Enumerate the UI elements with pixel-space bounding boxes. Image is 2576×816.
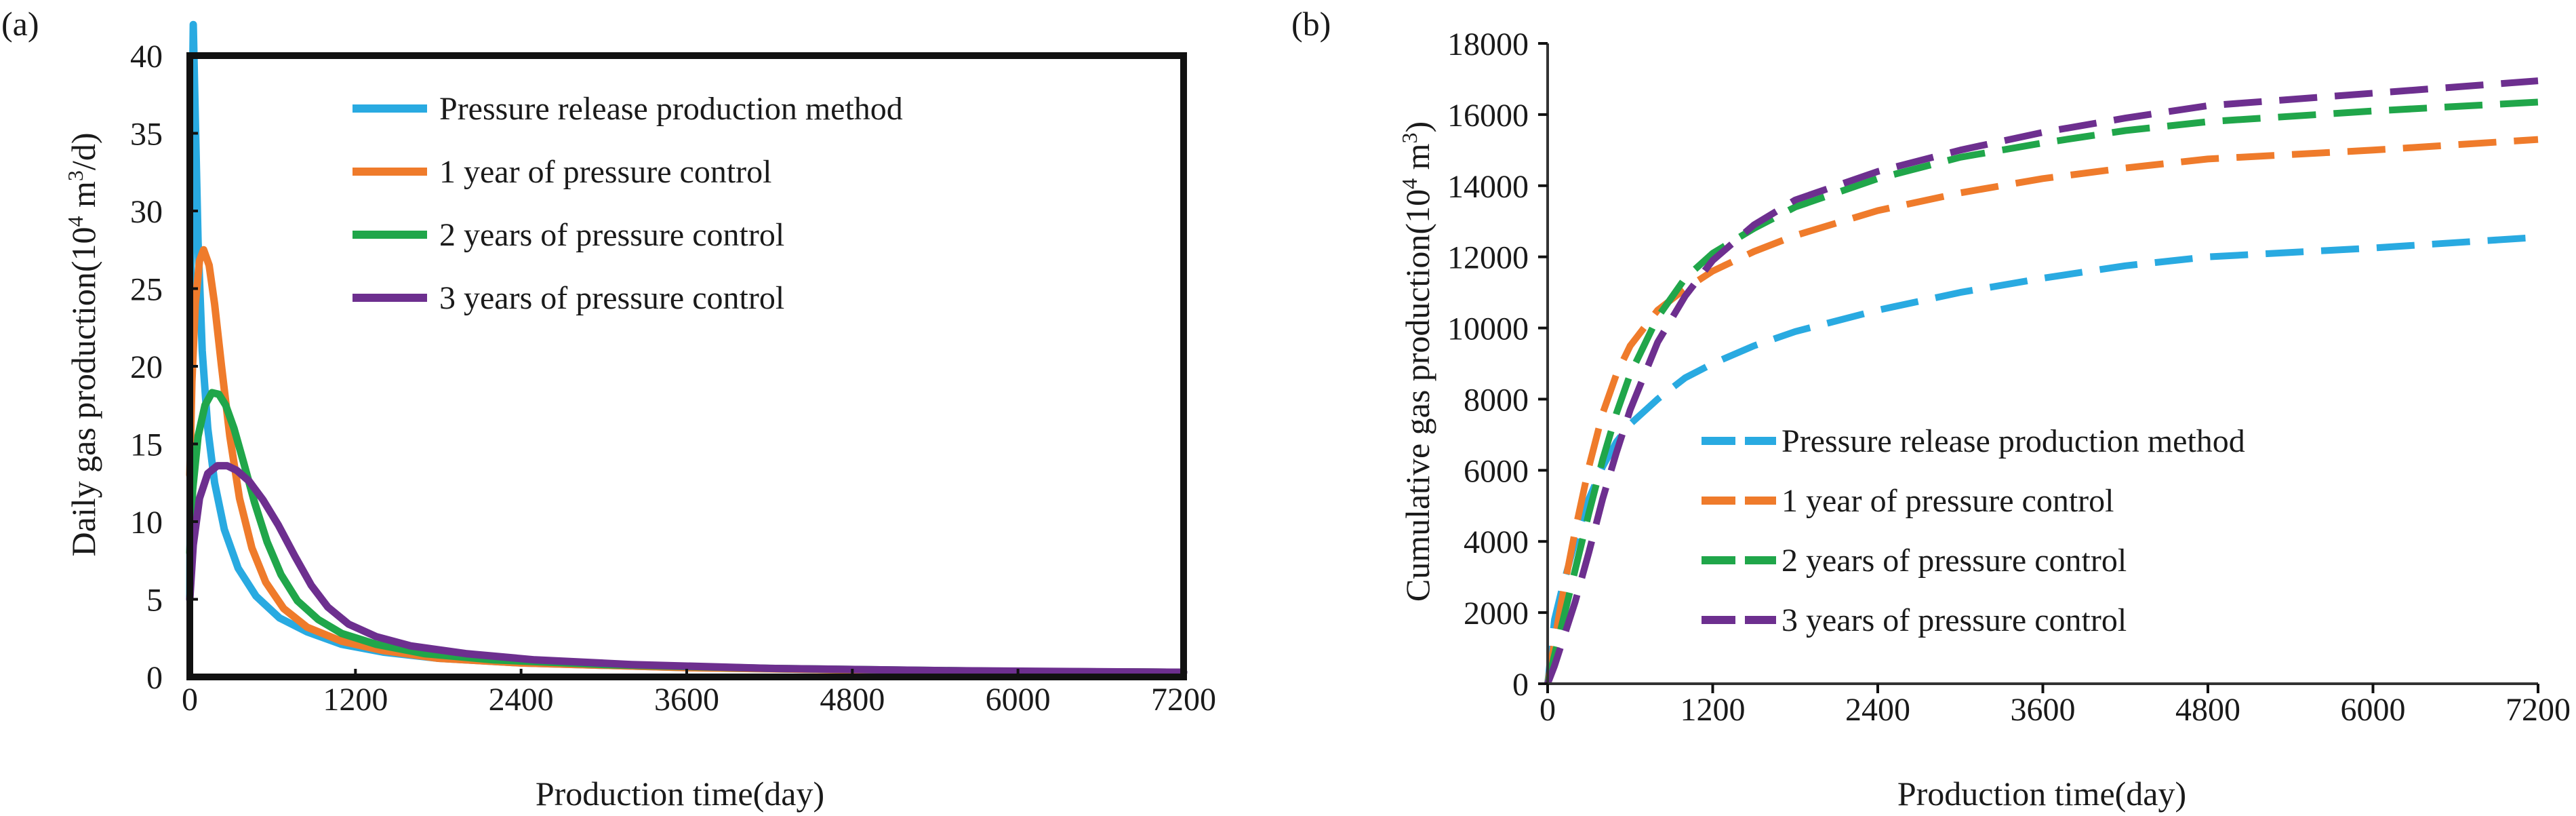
panel-b-y-tick-label-10000: 10000: [1447, 311, 1529, 347]
panel-b-legend-label-2: 1 year of pressure control: [1782, 483, 2114, 519]
panel-b-x-axis-title: Production time(day): [1897, 775, 2186, 813]
panel-b-series-line-4: [1544, 77, 2539, 685]
panel-a-series: [186, 20, 1188, 676]
panel-b-x-tick-label-0: 0: [1539, 692, 1556, 728]
panel-a-x-tick-label-4800: 4800: [820, 682, 885, 718]
panel-a-y-tick-label-5: 5: [146, 583, 163, 619]
panel-b-y-tick-label-2000: 2000: [1464, 596, 1529, 632]
panel-b-legend: Pressure release production method 1 year…: [1702, 423, 2245, 638]
panel-a-legend-label-4: 3 years of pressure control: [439, 280, 784, 316]
panel-b-y-tick-label-0: 0: [1512, 667, 1529, 703]
panel-a-y-tick-label-10: 10: [130, 505, 163, 541]
panel-b-x-tick-label-7200: 7200: [2505, 692, 2571, 728]
panel-a-series-line-3: [186, 389, 1188, 676]
panel-a-x-tick-label-1200: 1200: [323, 682, 388, 718]
panel-a-legend-label-2: 1 year of pressure control: [439, 154, 771, 190]
panel-b-y-tick-label-4000: 4000: [1464, 524, 1529, 560]
panel-a-x-tick-label-3600: 3600: [654, 682, 719, 718]
panel-a-x-tick-label-6000: 6000: [986, 682, 1051, 718]
panel-a-y-tick-label-20: 20: [130, 349, 163, 385]
panel-b-y-tick-label-6000: 6000: [1464, 453, 1529, 489]
panel-b-series-line-2: [1544, 136, 2539, 684]
panel-a-series-line-4: [186, 462, 1188, 676]
panel-a-legend-label-3: 2 years of pressure control: [439, 217, 784, 253]
panel-a-ticks: 0 1200 2400 3600 4800 6000 7200 0 5 10 15 20 25 30 35 4…: [130, 39, 1216, 718]
panel-a-y-tick-label-15: 15: [130, 427, 163, 463]
panel-b-legend-label-4: 3 years of pressure control: [1782, 602, 2127, 638]
panel-a-y-tick-label-30: 30: [130, 194, 163, 230]
panel-b-x-tick-label-4800: 4800: [2175, 692, 2240, 728]
panel-b-legend-label-3: 2 years of pressure control: [1782, 543, 2127, 579]
panel-a-y-axis-title: Daily gas production(104 m3/d): [63, 133, 102, 557]
panel-b-x-tick-label-3600: 3600: [2011, 692, 2076, 728]
chart-panel-a: (a) Daily gas production(104 m3/d) Produ…: [1, 5, 1216, 813]
panel-a-label: (a): [1, 5, 39, 43]
panel-a-x-tick-label-2400: 2400: [489, 682, 554, 718]
panel-b-ticks: 0 1200 2400 3600 4800 6000 7200 0 2000 4000 6000 80…: [1447, 26, 2571, 728]
panel-a-y-tick-label-0: 0: [146, 660, 163, 696]
panel-b-legend-label-1: Pressure release production method: [1782, 423, 2245, 459]
panel-b-y-axis-title: Cumulative gas production(104 m3): [1397, 121, 1436, 602]
panel-a-y-tick-label-40: 40: [130, 39, 163, 75]
panel-a-plot-frame: [186, 52, 1187, 680]
panel-b-x-tick-label-2400: 2400: [1845, 692, 1910, 728]
panel-b-x-tick-label-1200: 1200: [1681, 692, 1746, 728]
panel-a-y-tick-label-25: 25: [130, 272, 163, 308]
panel-a-x-axis-title: Production time(day): [536, 775, 824, 813]
panel-b-y-tick-label-18000: 18000: [1447, 26, 1529, 62]
panel-b-label: (b): [1291, 5, 1331, 43]
panel-b-series-line-1: [1544, 233, 2539, 684]
panel-a-x-tick-label-7200: 7200: [1151, 682, 1216, 718]
chart-panel-b: (b) Cumulative gas production(104 m3) Pr…: [1291, 5, 2571, 813]
panel-b-x-tick-label-6000: 6000: [2341, 692, 2406, 728]
panel-b-y-tick-label-16000: 16000: [1447, 98, 1529, 134]
panel-a-legend: Pressure release production method 1 year…: [353, 91, 903, 316]
panel-b-series-line-3: [1544, 98, 2539, 685]
panel-a-x-tick-label-0: 0: [182, 682, 198, 718]
panel-b-y-tick-label-8000: 8000: [1464, 382, 1529, 418]
panel-a-legend-label-1: Pressure release production method: [439, 91, 903, 127]
panel-a-y-tick-label-35: 35: [130, 117, 163, 153]
panel-b-y-tick-label-14000: 14000: [1447, 169, 1529, 205]
panel-b-y-tick-label-12000: 12000: [1447, 240, 1529, 276]
panel-b-series: [1544, 77, 2539, 685]
